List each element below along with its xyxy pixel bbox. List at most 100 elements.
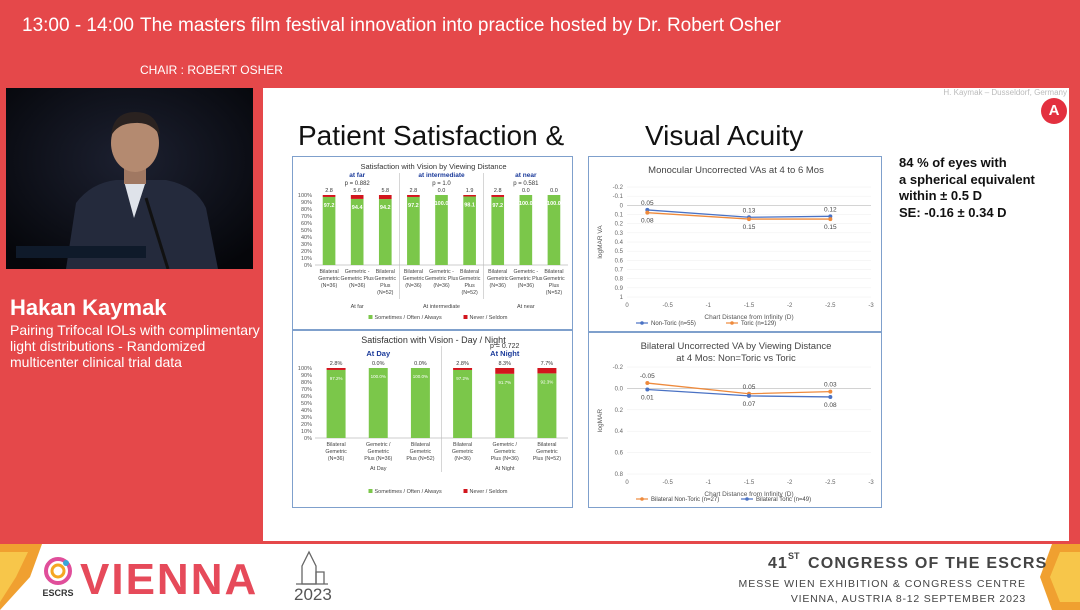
x-category-label: Gemetric Plus [341, 276, 375, 282]
note-line: within ± 0.5 D [899, 188, 982, 203]
legend-swatch-red [463, 315, 468, 319]
legend-marker [640, 497, 644, 501]
data-label: -0.05 [640, 373, 655, 380]
y-tick-label: 0.7 [615, 268, 624, 274]
group-label: At Night [495, 466, 515, 472]
y-tick-label: 60% [301, 394, 312, 400]
congress-number: 41 [768, 555, 788, 572]
data-label: 0.15 [824, 224, 837, 231]
y-tick-label: 0.4 [615, 240, 624, 246]
bar-unsatisfied [378, 195, 392, 200]
bar-satisfied [435, 195, 448, 265]
data-label: 0.13 [743, 207, 756, 214]
x-category-label: Gemetric / [493, 442, 518, 448]
speaker-name: Hakan Kaymak [10, 295, 167, 320]
x-category-label: Plus (N=36) [491, 456, 519, 462]
bar-satisfied [463, 196, 476, 265]
y-tick-label: 80% [301, 380, 312, 386]
bar-value-label: 94.2 [380, 205, 391, 211]
y-tick-label: 0.2 [615, 408, 624, 414]
y-tick-label: 80% [301, 207, 312, 213]
x-category-label: Gemetric [325, 449, 347, 455]
y-tick-label: 70% [301, 214, 312, 220]
bar-unsat-label: 2.8% [330, 361, 343, 367]
bar-value-label: 98.1 [464, 202, 475, 208]
bar-unsatisfied [537, 368, 557, 374]
presentation-slide: H. Kaymak – Dusseldorf, Germany A Patien… [263, 88, 1069, 541]
chart-bilateral-va: Bilateral Uncorrected VA by Viewing Dist… [597, 341, 874, 503]
y-tick-label: 90% [301, 200, 312, 206]
y-tick-label: 40% [301, 235, 312, 241]
x-category-label: Gemetric [368, 449, 390, 455]
bar-unsat-label: 5.6 [353, 188, 361, 194]
bar-value-label: 97.2% [456, 376, 469, 381]
x-tick-label: 0 [625, 480, 629, 486]
speaker-video [6, 88, 253, 269]
group-heading: At Day [366, 349, 391, 358]
bar-unsat-label: 7.7% [541, 361, 554, 367]
series-point [828, 217, 833, 222]
chart-monocular-va: Monocular Uncorrected VAs at 4 to 6 Mos -… [597, 165, 874, 327]
group-p-value: p = 0.722 [490, 343, 519, 350]
y-tick-label: 1 [620, 295, 624, 301]
y-tick-label: 90% [301, 373, 312, 379]
x-category-label: (N=36) [405, 283, 422, 289]
x-category-label: Gemetric - [429, 269, 454, 275]
x-tick-label: -2.5 [825, 480, 836, 486]
bar-value-label: 100.0% [413, 374, 428, 379]
x-tick-label: -3 [868, 480, 874, 486]
x-category-label: (N=36) [349, 283, 366, 289]
x-tick-label: -0.5 [662, 480, 673, 486]
group-label: At near [517, 304, 535, 310]
x-category-label: Gemetric [403, 276, 425, 282]
y-tick-label: 50% [301, 401, 312, 407]
series-point [828, 394, 833, 399]
conference-logo-icon: A [1041, 98, 1067, 124]
bar-unsat-label: 2.8 [494, 188, 502, 194]
y-tick-label: 0.6 [615, 451, 624, 457]
series-point [828, 214, 833, 219]
bar-unsatisfied [453, 368, 473, 370]
bar-unsat-label: 2.8% [456, 361, 469, 367]
x-category-label: Gemetric [494, 449, 516, 455]
bar-unsat-label: 0.0 [438, 188, 446, 194]
bar-value-label: 97.2 [492, 203, 503, 209]
y-tick-label: 100% [298, 193, 312, 199]
bar-value-label: 97.2 [408, 203, 419, 209]
group-p-value: p = 1.0 [432, 181, 451, 187]
venue-text: MESSE WIEN EXHIBITION & CONGRESS CENTRE [738, 578, 1026, 590]
bar-value-label: 100.0 [519, 201, 533, 207]
x-tick-label: -1 [706, 480, 712, 486]
bar-unsatisfied [407, 195, 420, 197]
escrs-logo-icon [44, 557, 72, 585]
legend-label: Bilateral Non-Toric (n=27) [651, 497, 719, 503]
y-tick-label: 0.1 [615, 213, 624, 219]
y-tick-label: 0.3 [615, 231, 624, 237]
x-tick-label: 0 [625, 303, 629, 309]
legend-label: Non-Toric (n=55) [651, 321, 696, 327]
y-tick-label: 0.5 [615, 249, 624, 255]
data-label: 0.15 [743, 224, 756, 231]
escrs-label: ESCRS [42, 588, 73, 598]
y-tick-label: 0.2 [615, 222, 624, 228]
x-category-label: Bilateral [460, 269, 479, 275]
y-tick-label: 0.0 [615, 386, 624, 392]
x-axis-title: Chart Distance from Infinity (D) [704, 314, 793, 321]
x-category-label: Gemetric [318, 276, 340, 282]
group-heading: at far [349, 172, 365, 179]
bar-satisfied [519, 195, 533, 265]
note-line: SE: -0.16 ± 0.34 D [899, 204, 1007, 220]
bar-satisfied [322, 196, 336, 265]
y-tick-label: 0% [304, 263, 312, 269]
chart-panel-bilateral: Bilateral Uncorrected VA by Viewing Dist… [588, 332, 882, 508]
slide-title-left: Patient Satisfaction & [298, 120, 565, 151]
bar-value-label: 100.0 [547, 201, 561, 207]
speaker-video-frame [6, 88, 253, 269]
data-label: 0.05 [743, 384, 756, 391]
x-category-label: Gemetric Plus [425, 276, 459, 282]
note-line: 84 % of eyes with [899, 155, 1007, 170]
legend-label: Never / Seldom [470, 315, 508, 321]
y-tick-label: 30% [301, 242, 312, 248]
x-axis-title: Chart Distance from Infinity (D) [704, 491, 793, 498]
series-line [647, 209, 831, 218]
